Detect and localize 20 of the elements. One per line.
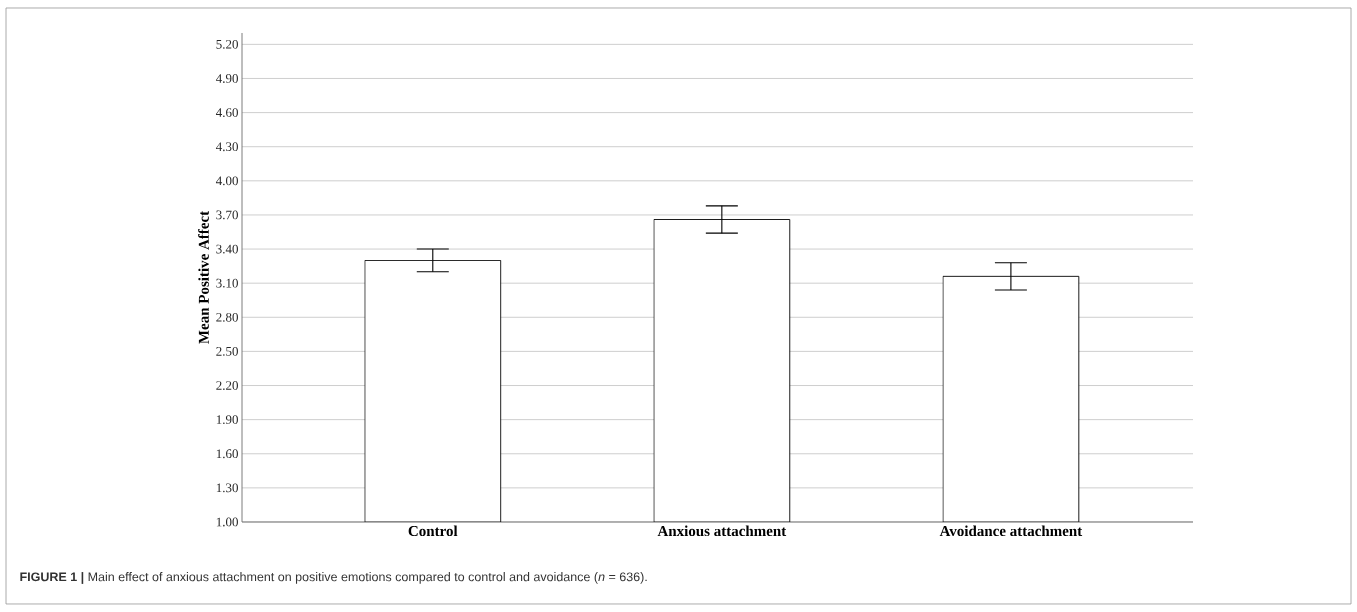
y-tick-label: 2.20	[216, 381, 238, 390]
y-tick-label: 1.30	[216, 483, 238, 493]
y-tick-label: 4.60	[215, 108, 238, 118]
y-axis-title: Mean Positive Affect	[198, 210, 209, 344]
y-tick-label: 4.30	[215, 142, 238, 152]
x-tick-label: Control	[408, 525, 458, 537]
y-tick-label: 3.70	[216, 210, 238, 220]
y-tick-label: 2.80	[216, 312, 238, 322]
x-tick-label: Anxious attachment	[657, 525, 787, 537]
y-tick-label: 3.10	[216, 278, 238, 288]
y-tick-label: 1.00	[216, 517, 238, 527]
y-tick-label: 3.40	[216, 244, 238, 254]
y-tick-label: 1.90	[216, 415, 238, 425]
text: FIGURE 1 | Main effect of anxious attachment on positive emotions compared to control and avoidance (n = 636).	[20, 572, 647, 584]
x-tick-label: Avoidance attachment	[939, 525, 1083, 537]
y-tick-label: 5.20	[216, 39, 238, 49]
y-tick-label: 2.50	[216, 346, 238, 356]
y-tick-label: 4.90	[215, 74, 238, 83]
y-tick-label: 4.00	[215, 176, 238, 186]
y-tick-label: 1.60	[216, 449, 238, 459]
